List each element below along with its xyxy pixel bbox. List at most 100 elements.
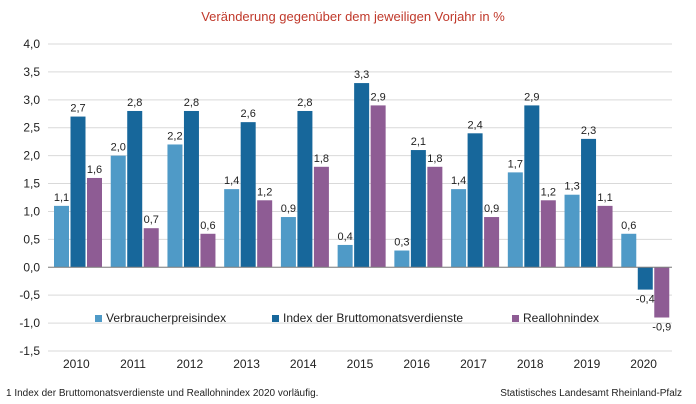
bar-2	[637, 267, 653, 290]
x-tick-label: 2018	[517, 357, 544, 371]
data-label: 1,8	[314, 153, 329, 165]
bar-1	[167, 144, 183, 268]
legend-swatch	[512, 315, 519, 322]
y-tick-label: 0,0	[23, 260, 40, 274]
data-label: 1,2	[257, 186, 272, 198]
bar-3	[87, 177, 102, 268]
data-label: 2,1	[411, 136, 426, 148]
bar-1	[564, 194, 580, 268]
y-tick-label: 4,0	[23, 37, 40, 51]
bar-2	[581, 138, 597, 268]
legend-swatch	[272, 315, 279, 322]
data-label: 2,0	[111, 142, 126, 154]
y-tick-label: 3,5	[23, 65, 40, 79]
bar-3	[257, 200, 273, 268]
data-label: 1,8	[427, 153, 442, 165]
data-label: 0,4	[337, 231, 352, 243]
y-tick-label: 1,5	[23, 177, 40, 191]
data-label: 2,8	[297, 97, 312, 109]
data-label: 0,9	[484, 203, 499, 215]
bar-1	[110, 155, 126, 268]
data-label: 1,1	[597, 192, 612, 204]
data-label: 3,3	[354, 69, 369, 81]
x-tick-label: 2016	[403, 357, 430, 371]
data-label: 2,8	[184, 97, 199, 109]
x-tick-label: 2017	[460, 357, 487, 371]
bar-3	[540, 200, 556, 268]
bar-1	[224, 189, 240, 268]
data-label: -0,4	[636, 294, 655, 306]
data-label: 2,3	[581, 125, 596, 137]
chart: Veränderung gegenüber dem jeweiligen Vor…	[19, 9, 672, 371]
x-tick-label: 2012	[176, 357, 203, 371]
data-label: 2,9	[524, 91, 539, 103]
bar-3	[484, 217, 500, 268]
data-label: 2,2	[167, 130, 182, 142]
bar-3	[370, 105, 386, 268]
bar-3	[200, 233, 216, 268]
bar-1	[337, 244, 353, 268]
bar-2	[297, 110, 313, 268]
x-tick-label: 2015	[347, 357, 374, 371]
bar-1	[507, 172, 523, 268]
source-credit: Statistisches Landesamt Rheinland-Pfalz	[500, 388, 682, 399]
footer: 1 Index der Bruttomonatsverdienste und R…	[0, 386, 696, 404]
data-label: 1,4	[451, 175, 466, 187]
bar-2	[183, 110, 199, 268]
data-label: 1,4	[224, 175, 239, 187]
bar-3	[427, 166, 443, 268]
bar-3	[313, 166, 329, 268]
bar-3	[597, 205, 613, 268]
bar-3	[143, 228, 159, 268]
bar-1	[280, 217, 296, 268]
bar-2	[70, 116, 86, 268]
bar-2	[467, 133, 483, 268]
y-tick-label: 0,5	[23, 232, 40, 246]
x-tick-label: 2019	[574, 357, 601, 371]
data-label: 0,7	[144, 214, 159, 226]
data-label: 1,1	[54, 192, 69, 204]
data-label: 0,9	[281, 203, 296, 215]
data-label: 2,6	[241, 108, 256, 120]
data-label: 0,6	[621, 220, 636, 232]
data-label: 1,7	[508, 158, 523, 170]
data-label: 0,6	[200, 220, 215, 232]
footnote: 1 Index der Bruttomonatsverdienste und R…	[6, 388, 319, 399]
bar-1	[54, 205, 69, 268]
legend-label: Reallohnindex	[523, 311, 599, 325]
data-label: 2,7	[70, 103, 85, 115]
y-tick-label: 2,0	[23, 149, 40, 163]
y-tick-label: 2,5	[23, 121, 40, 135]
data-label: 1,2	[541, 186, 556, 198]
x-tick-label: 2010	[63, 357, 90, 371]
x-tick-label: 2013	[233, 357, 260, 371]
y-tick-label: 3,0	[23, 93, 40, 107]
data-label: 0,3	[394, 237, 409, 249]
bar-2	[524, 105, 540, 268]
bar-3	[654, 267, 670, 318]
bar-2	[410, 150, 426, 268]
data-label: 2,9	[370, 91, 385, 103]
legend-swatch	[95, 315, 102, 322]
y-tick-label: -0,5	[19, 288, 40, 302]
data-label: 1,3	[564, 181, 579, 193]
data-label: 2,8	[127, 97, 142, 109]
bar-1	[621, 233, 637, 268]
bar-1	[451, 189, 467, 268]
x-tick-label: 2014	[290, 357, 317, 371]
bar-2	[127, 110, 143, 268]
legend-label: Verbraucherpreisindex	[106, 311, 226, 325]
bar-1	[394, 250, 410, 268]
legend-label: Index der Bruttomonatsverdienste	[283, 311, 463, 325]
bar-2	[354, 83, 370, 268]
x-tick-label: 2020	[630, 357, 657, 371]
y-tick-label: -1,0	[19, 316, 40, 330]
y-tick-label: 1,0	[23, 204, 40, 218]
chart-title: Veränderung gegenüber dem jeweiligen Vor…	[201, 9, 505, 24]
data-label: 1,6	[87, 164, 102, 176]
bar-2	[240, 122, 256, 268]
data-label: -0,9	[652, 322, 671, 334]
data-label: 2,4	[467, 119, 482, 131]
y-tick-label: -1,5	[19, 344, 40, 358]
x-tick-label: 2011	[120, 357, 146, 371]
